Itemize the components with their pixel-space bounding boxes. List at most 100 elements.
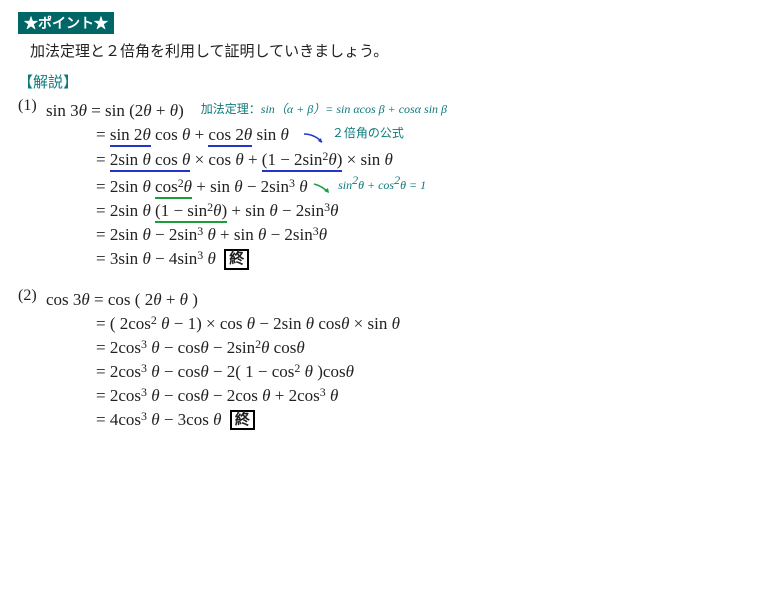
equation-block: sin 3θ = sin (2θ + θ) 加法定理：sin（α + β）= s… xyxy=(46,97,447,273)
text: = 2sin xyxy=(96,225,142,244)
text: cos xyxy=(151,125,182,144)
text: sin（ xyxy=(261,102,287,116)
text: cos 3 xyxy=(46,290,81,309)
problem-number: (1) xyxy=(18,97,46,273)
eq-line: = 2sin θ − 2sin3 θ + sin θ − 2sin3θ xyxy=(96,224,447,245)
text: + sin xyxy=(227,201,269,220)
text: cos xyxy=(155,177,178,196)
theta: θ xyxy=(142,225,150,244)
problem-2: (2) cos 3θ = cos ( 2θ + θ ) = ( 2cos2 θ … xyxy=(18,287,750,434)
arrow-icon xyxy=(302,130,328,146)
theta: θ xyxy=(207,225,215,244)
text: − 2sin xyxy=(209,338,255,357)
text: = xyxy=(96,125,110,144)
annotation-double-angle: ２倍角の公式 xyxy=(332,124,404,141)
text: + sin xyxy=(216,225,258,244)
theta: θ xyxy=(281,125,289,144)
underline-blue: 2sin θ cos θ xyxy=(110,150,190,172)
theta: θ xyxy=(151,362,159,381)
text: sin xyxy=(421,102,441,116)
theta: θ xyxy=(269,201,277,220)
text: + cos xyxy=(364,178,394,192)
text: + xyxy=(152,101,170,120)
text: = 2sin xyxy=(96,177,142,196)
text: = 2sin xyxy=(96,201,142,220)
theta: θ xyxy=(328,150,336,169)
theta: θ xyxy=(306,314,314,333)
text: 2sin xyxy=(110,150,143,169)
text: = cos ( 2 xyxy=(90,290,153,309)
annotation-pythagorean: sin2θ + cos2θ = 1 xyxy=(338,173,426,193)
text: (1 − 2sin xyxy=(262,150,323,169)
text: × sin xyxy=(342,150,384,169)
text: = 2cos xyxy=(96,338,141,357)
text: + sin xyxy=(192,177,234,196)
theta: θ xyxy=(142,177,150,196)
theta: θ xyxy=(200,338,208,357)
theta: θ xyxy=(180,290,188,309)
theta: θ xyxy=(151,338,159,357)
underline-blue: (1 − 2sin2θ) xyxy=(262,150,343,172)
text: ) xyxy=(188,290,198,309)
theta: θ xyxy=(330,201,338,220)
equation-block: cos 3θ = cos ( 2θ + θ ) = ( 2cos2 θ − 1)… xyxy=(46,287,400,434)
eq-line: = 2sin θ cos θ × cos θ + (1 − 2sin2θ) × … xyxy=(96,149,447,170)
text: − 2( 1 − cos xyxy=(209,362,295,381)
text: (1 − sin xyxy=(155,201,207,220)
text: ）= sin xyxy=(313,102,353,116)
theta: θ xyxy=(79,101,87,120)
superscript: 3 xyxy=(320,385,326,399)
theta: θ xyxy=(151,410,159,429)
theta: θ xyxy=(235,150,243,169)
text: − 2sin xyxy=(243,177,289,196)
eq-line: = 2cos3 θ − cosθ − 2cos θ + 2cos3 θ xyxy=(96,385,400,406)
text: × cos xyxy=(190,150,235,169)
eq-line: = 2sin θ (1 − sin2θ) + sin θ − 2sin3θ xyxy=(96,200,447,221)
superscript: 2 xyxy=(151,313,157,327)
theta: θ xyxy=(151,386,159,405)
text: + 2cos xyxy=(271,386,320,405)
text: cos xyxy=(269,338,296,357)
theta: θ xyxy=(200,386,208,405)
theta: θ xyxy=(142,125,150,144)
theta: θ xyxy=(305,362,313,381)
theta: θ xyxy=(142,201,150,220)
text: = xyxy=(96,150,110,169)
point-text: 加法定理と２倍角を利用して証明していきましょう。 xyxy=(30,40,750,61)
theta: θ xyxy=(296,338,304,357)
underline-green: (1 − sin2θ) xyxy=(155,201,227,223)
text: − 3cos xyxy=(160,410,214,429)
text: = 2cos xyxy=(96,362,141,381)
text: = 2cos xyxy=(96,386,141,405)
text: + xyxy=(293,102,307,116)
text: − 2cos xyxy=(209,386,263,405)
theta: θ xyxy=(213,410,221,429)
theta: θ xyxy=(143,101,151,120)
beta: β xyxy=(441,102,447,116)
text: − cos xyxy=(160,362,201,381)
text: )cos xyxy=(313,362,346,381)
text: − 2sin xyxy=(255,314,306,333)
text: − 2sin xyxy=(151,225,197,244)
text: = 1 xyxy=(406,178,426,192)
theta: θ xyxy=(392,314,400,333)
eq-line: = 2cos3 θ − cosθ − 2( 1 − cos2 θ )cosθ xyxy=(96,361,400,382)
text: 加法定理： xyxy=(201,102,261,116)
text: + cos xyxy=(385,102,415,116)
text: ) xyxy=(178,101,184,120)
text: − 2sin xyxy=(266,225,312,244)
theta: θ xyxy=(385,150,393,169)
theta: θ xyxy=(81,290,89,309)
underline-blue: sin 2θ xyxy=(110,125,151,147)
text: − cos xyxy=(160,338,201,357)
theta: θ xyxy=(170,101,178,120)
text: = sin (2 xyxy=(87,101,143,120)
text: = ( 2cos xyxy=(96,314,151,333)
text: cos xyxy=(151,150,182,169)
eq-line: = 2sin θ cos2θ + sin θ − 2sin3 θ sin2θ +… xyxy=(96,173,447,197)
eq-line: = 4cos3 θ − 3cos θ 終 xyxy=(96,409,400,431)
theta: θ xyxy=(319,225,327,244)
end-marker: 終 xyxy=(224,249,249,270)
text: − cos xyxy=(160,386,201,405)
theta: θ xyxy=(207,249,215,268)
